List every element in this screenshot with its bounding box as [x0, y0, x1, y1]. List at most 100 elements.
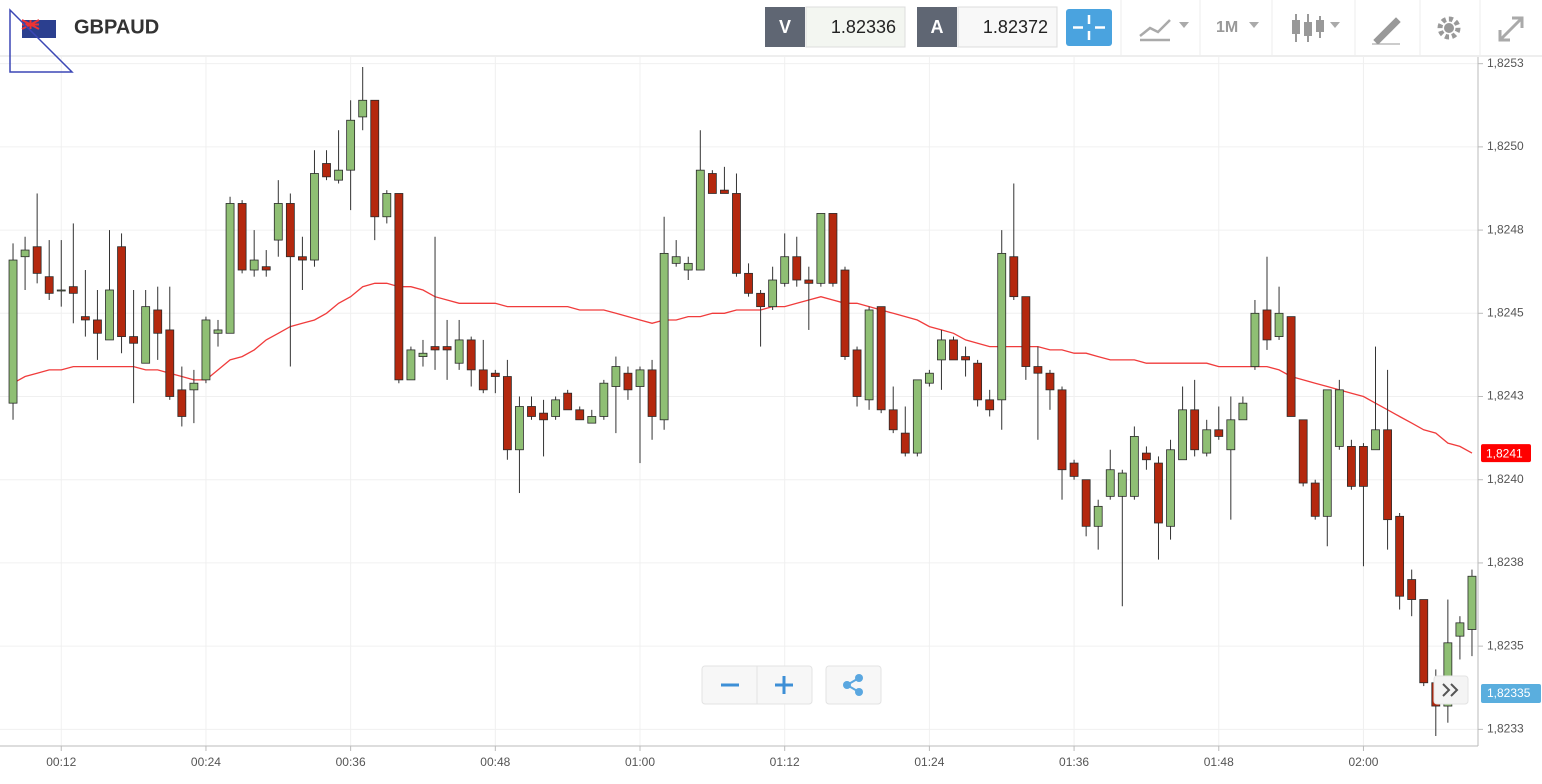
candle-body [973, 362, 983, 401]
candle-body [1467, 575, 1477, 630]
candle-body [1166, 449, 1175, 527]
candle-body [502, 376, 512, 451]
candle-body [189, 382, 199, 391]
candle-body [261, 266, 271, 271]
candle-body [1081, 479, 1091, 527]
candle-body [1033, 366, 1043, 374]
candle-body [852, 349, 862, 397]
ask-price: 1.82372 [983, 17, 1048, 37]
symbol: GBPAUD [74, 16, 159, 38]
candle-body [153, 309, 163, 334]
candle-body [334, 169, 343, 181]
x-tick-label: 00:36 [336, 755, 366, 769]
candle-body [527, 406, 536, 417]
candle-body [1443, 642, 1453, 707]
candle-body [623, 372, 633, 391]
x-tick-label: 01:00 [625, 755, 655, 769]
candle-body [599, 382, 609, 417]
plot-area [0, 57, 1478, 746]
candle-body [1190, 409, 1200, 451]
ask-box[interactable] [957, 6, 1058, 48]
share-dot[interactable] [843, 681, 851, 689]
candle-body [273, 203, 283, 241]
candle-body [1021, 296, 1031, 367]
candle-body [382, 193, 392, 218]
candle-body [165, 329, 175, 397]
candle-body [647, 369, 657, 417]
drawing-triangle [9, 8, 74, 73]
candle-body [1202, 429, 1212, 454]
chart-type-icon[interactable] [1139, 19, 1171, 42]
candle-body [105, 289, 114, 341]
dropdown-caret [1330, 22, 1340, 28]
candle-body [1371, 429, 1380, 451]
candle-body [720, 189, 729, 194]
moving-average [12, 282, 1473, 454]
zoom-in[interactable] [775, 676, 793, 694]
candle-body [1154, 462, 1163, 524]
y-tick-label: 1,8245 [1487, 305, 1524, 319]
ask-badge[interactable] [917, 7, 957, 47]
candle-body [56, 289, 66, 292]
candle-body [44, 276, 54, 294]
x-tick-label: 01:12 [770, 755, 800, 769]
candle-body [490, 372, 500, 377]
candle-body [1274, 312, 1284, 337]
candle-body [924, 372, 934, 384]
x-tick-label: 00:24 [191, 755, 221, 769]
candle-body [298, 256, 307, 261]
bid-box[interactable] [805, 6, 906, 48]
candle-body [539, 412, 548, 421]
ask-label: A [931, 17, 944, 37]
bid-label: V [779, 17, 791, 37]
share-box [825, 665, 882, 705]
candle-body [1105, 469, 1115, 497]
candle-body [1334, 389, 1344, 447]
settings-icon[interactable] [1437, 16, 1461, 40]
candle-body [611, 366, 621, 387]
scroll-right-icon [1442, 683, 1459, 697]
candle-body [732, 193, 741, 274]
candle-body [430, 346, 440, 351]
candle-body [454, 339, 464, 364]
scroll-right-button[interactable] [1433, 675, 1469, 705]
candle-body [418, 352, 428, 357]
candle-body [985, 399, 995, 411]
timeframe[interactable]: 1M [1216, 19, 1238, 36]
candle-icon[interactable] [1292, 20, 1324, 36]
fullscreen-icon[interactable] [1498, 16, 1524, 42]
candle-body [912, 379, 922, 454]
draw-icon[interactable] [1372, 17, 1401, 45]
candle-body [394, 193, 404, 381]
x-tick-label: 01:24 [914, 755, 944, 769]
candle-body [1009, 256, 1019, 298]
candle-body [237, 203, 247, 271]
candle-body [213, 329, 223, 334]
candle-body [478, 369, 488, 391]
candle-body [1322, 389, 1332, 517]
crosshair-icon [1073, 15, 1105, 40]
candle-body [249, 259, 259, 271]
candle-body [8, 259, 18, 404]
candle-body [1286, 316, 1296, 417]
candle-body [68, 286, 78, 294]
candle-body [1310, 482, 1320, 517]
bid-price: 1.82336 [831, 17, 896, 37]
share-dot [855, 688, 863, 696]
candle-body [201, 319, 211, 381]
candle-body [828, 213, 838, 284]
candle-body [370, 99, 380, 218]
y-tick-label: 1,8233 [1487, 722, 1524, 736]
zoom-controls [701, 665, 1469, 705]
candle-body [1262, 309, 1272, 341]
candle-body [177, 389, 187, 417]
crosshair-button[interactable] [1066, 9, 1112, 46]
bid-badge[interactable] [765, 7, 805, 47]
ma-price-label: 1,8241 [1486, 446, 1523, 460]
candle-body [1298, 419, 1308, 484]
candle-body [93, 319, 102, 334]
y-tick-label: 1,8238 [1487, 555, 1524, 569]
candle-body [695, 169, 705, 271]
candle-body [937, 339, 946, 361]
